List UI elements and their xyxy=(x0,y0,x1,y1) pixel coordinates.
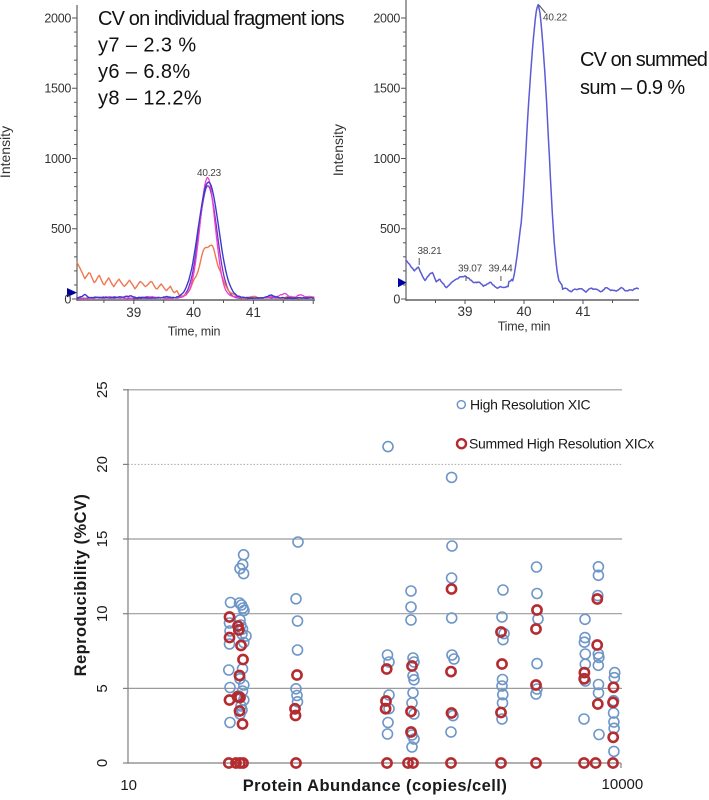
svg-text:1500: 1500 xyxy=(44,82,71,96)
svg-text:2000: 2000 xyxy=(44,11,71,25)
svg-text:40.22: 40.22 xyxy=(543,13,568,24)
svg-text:39: 39 xyxy=(457,304,472,319)
svg-text:Summed High Resolution XICx: Summed High Resolution XICx xyxy=(469,436,654,452)
svg-text:1000: 1000 xyxy=(44,152,71,166)
svg-text:y8 – 12.2%: y8 – 12.2% xyxy=(98,88,202,110)
svg-text:15: 15 xyxy=(94,531,111,548)
svg-text:25: 25 xyxy=(94,381,111,398)
svg-text:10000: 10000 xyxy=(602,776,644,793)
svg-text:Intensity: Intensity xyxy=(330,124,346,176)
svg-text:High Resolution XIC: High Resolution XIC xyxy=(470,397,591,413)
svg-text:10: 10 xyxy=(120,777,137,794)
svg-text:y7 – 2.3 %: y7 – 2.3 % xyxy=(98,35,197,57)
svg-text:40.23: 40.23 xyxy=(197,168,222,179)
svg-text:Reproducibility (%CV): Reproducibility (%CV) xyxy=(72,494,90,677)
svg-text:39: 39 xyxy=(126,305,141,320)
svg-text:500: 500 xyxy=(51,222,71,236)
svg-text:Intensity: Intensity xyxy=(0,126,13,178)
svg-text:Time, min: Time, min xyxy=(498,320,551,334)
svg-text:2000: 2000 xyxy=(373,11,400,25)
svg-text:1500: 1500 xyxy=(373,82,400,96)
svg-text:39.44: 39.44 xyxy=(488,264,513,275)
svg-text:sum – 0.9 %: sum – 0.9 % xyxy=(580,77,685,99)
svg-text:10: 10 xyxy=(94,605,111,622)
svg-text:38.21: 38.21 xyxy=(417,246,442,257)
svg-text:0: 0 xyxy=(64,292,71,306)
svg-text:41: 41 xyxy=(246,305,261,320)
svg-text:Time, min: Time, min xyxy=(168,325,221,339)
svg-text:40: 40 xyxy=(186,305,201,320)
svg-text:5: 5 xyxy=(94,684,111,692)
svg-text:CV on summed: CV on summed xyxy=(580,49,707,71)
svg-text:y6 – 6.8%: y6 – 6.8% xyxy=(98,61,191,83)
svg-text:20: 20 xyxy=(94,456,111,473)
svg-text:40: 40 xyxy=(516,304,531,319)
svg-text:0: 0 xyxy=(94,759,111,767)
svg-text:1000: 1000 xyxy=(373,152,400,166)
svg-text:Protein Abundance (copies/cell: Protein Abundance (copies/cell) xyxy=(243,777,508,795)
svg-text:0: 0 xyxy=(393,292,400,306)
svg-text:41: 41 xyxy=(575,304,590,319)
svg-text:500: 500 xyxy=(380,222,400,236)
svg-text:39.07: 39.07 xyxy=(458,264,483,275)
svg-text:CV on individual fragment ions: CV on individual fragment ions xyxy=(98,8,345,30)
